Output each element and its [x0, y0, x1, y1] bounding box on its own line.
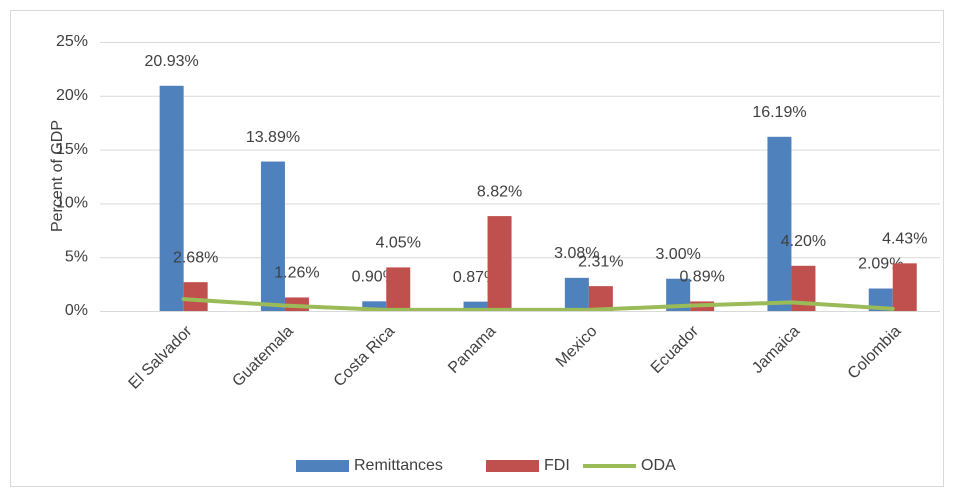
- y-tick-label: 0%: [65, 302, 88, 319]
- data-label: 4.05%: [376, 235, 421, 252]
- data-label: 16.19%: [752, 104, 806, 121]
- y-tick-label: 25%: [56, 33, 88, 50]
- bar: [463, 301, 488, 311]
- data-label: 1.26%: [274, 265, 319, 282]
- bar: [487, 216, 512, 311]
- data-label: 4.43%: [882, 231, 927, 248]
- bar: [892, 263, 917, 311]
- data-label: 3.00%: [655, 246, 700, 263]
- data-label: 3.08%: [554, 245, 599, 262]
- legend-swatch: [296, 460, 349, 472]
- data-label: 0.87%: [453, 269, 498, 286]
- y-axis-label: Percent of GDP: [49, 120, 66, 232]
- line: [181, 297, 895, 312]
- bar: [767, 136, 792, 311]
- legend-label: FDI: [544, 457, 570, 474]
- y-tick-label: 10%: [56, 195, 88, 212]
- y-tick-label: 15%: [56, 141, 88, 158]
- bar: [588, 286, 613, 311]
- bar: [183, 282, 208, 311]
- legend-swatch: [486, 460, 539, 472]
- data-label: 2.09%: [858, 256, 903, 273]
- data-label: 4.20%: [781, 233, 826, 250]
- data-label: 13.89%: [246, 129, 300, 146]
- bar: [564, 277, 589, 311]
- y-tick-label: 20%: [56, 87, 88, 104]
- data-label: 20.93%: [145, 53, 199, 70]
- data-label: 8.82%: [477, 183, 522, 200]
- y-tick-label: 5%: [65, 248, 88, 265]
- bar: [260, 161, 285, 311]
- data-label: 2.68%: [173, 249, 218, 266]
- data-label: 2.31%: [578, 253, 623, 270]
- bar: [362, 301, 387, 311]
- bar: [868, 288, 893, 311]
- legend-label: Remittances: [354, 457, 443, 474]
- bar: [159, 85, 184, 311]
- bar: [386, 267, 411, 311]
- data-label: 0.90%: [352, 269, 397, 286]
- data-label: 0.89%: [679, 269, 724, 286]
- legend-label: ODA: [641, 457, 676, 474]
